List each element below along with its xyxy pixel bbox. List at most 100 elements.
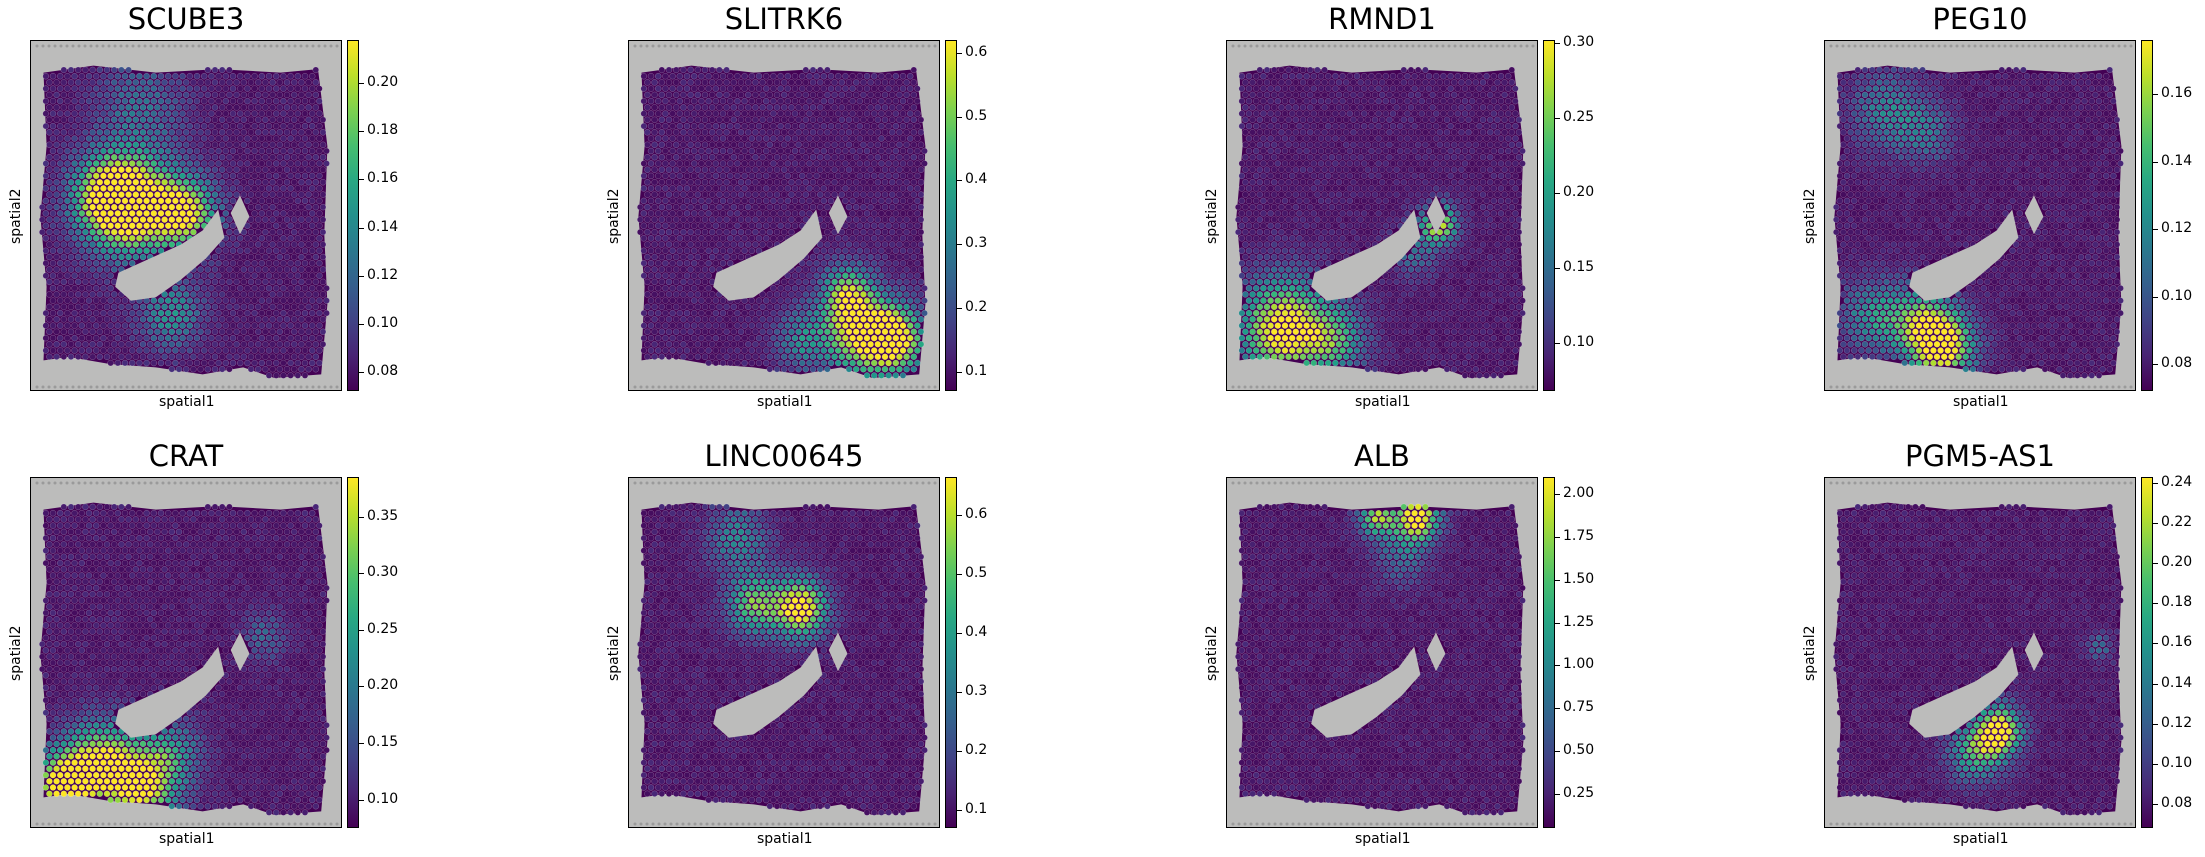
- colorbar: [347, 477, 359, 828]
- colorbar-tick-label: 2.00: [1563, 485, 1595, 502]
- colorbar-tick-label: 0.15: [367, 734, 399, 751]
- colorbar-tick-mark: [1555, 118, 1560, 119]
- colorbar-tick-mark: [957, 692, 962, 694]
- x-axis-label: spatial1: [1953, 394, 2009, 410]
- panel-title: SCUBE3: [127, 2, 245, 36]
- colorbar-tick-mark: [1555, 708, 1560, 710]
- colorbar-tick-label: 0.75: [1563, 699, 1595, 716]
- colorbar-tick-mark: [1555, 536, 1560, 538]
- colorbar-tick-label: 0.10: [1563, 334, 1595, 350]
- fiducial-dots: [1829, 481, 2133, 826]
- panel-title: SLITRK6: [724, 2, 844, 36]
- tissue-hole: [230, 195, 250, 235]
- spatial-plot: [30, 40, 342, 391]
- panel-title: LINC00645: [704, 439, 864, 473]
- colorbar-tick-label: 0.10: [367, 790, 399, 807]
- colorbar-tick-label: 0.5: [965, 565, 988, 582]
- colorbar-tick-label: 0.10: [2161, 754, 2193, 771]
- colorbar-tick-mark: [957, 308, 962, 310]
- spatial-plot: [1824, 477, 2136, 828]
- colorbar-tick-mark: [957, 810, 962, 812]
- colorbar-tick-mark: [359, 516, 364, 518]
- colorbar-tick-mark: [957, 244, 962, 246]
- colorbar-tick-label: 0.5: [965, 107, 988, 124]
- colorbar: [945, 477, 957, 828]
- tissue-image: [31, 41, 341, 390]
- colorbar-tick-label: 1.75: [1563, 527, 1595, 544]
- spatial-plot: [1226, 477, 1538, 828]
- colorbar-tick-mark: [359, 371, 364, 373]
- colorbar-tick-label: 0.12: [2161, 220, 2193, 236]
- tissue-image: [629, 41, 939, 390]
- colorbar-tick-label: 0.18: [367, 122, 399, 139]
- colorbar-tick-mark: [2153, 683, 2158, 685]
- colorbar-tick-label: 0.14: [2161, 152, 2193, 169]
- tissue-hole: [2024, 195, 2044, 235]
- colorbar-tick-mark: [1555, 579, 1560, 581]
- colorbar-tick-mark: [957, 180, 962, 182]
- colorbar-tick-mark: [2153, 763, 2158, 765]
- colorbar-tick-mark: [359, 573, 364, 575]
- colorbar-tick-label: 0.16: [2161, 85, 2193, 101]
- colorbar-tick-mark: [2153, 229, 2158, 230]
- colorbar-tick-label: 0.15: [1563, 259, 1595, 275]
- panel-title: CRAT: [148, 439, 224, 473]
- x-axis-label: spatial1: [1953, 831, 2009, 847]
- y-axis-label: spatial2: [1802, 624, 1818, 681]
- tissue-hole: [1426, 632, 1446, 672]
- panel-title: RMND1: [1328, 2, 1436, 36]
- tissue-hole: [1909, 646, 2019, 738]
- colorbar-tick-mark: [359, 227, 364, 229]
- colorbar-tick-mark: [359, 629, 364, 631]
- colorbar-tick-mark: [359, 83, 364, 85]
- colorbar-tick-mark: [2153, 483, 2158, 485]
- colorbar-tick-label: 0.08: [2161, 355, 2193, 371]
- spatial-plot: [1226, 40, 1538, 391]
- expression-spots: [1234, 66, 1526, 379]
- fiducial-dots: [1231, 481, 1535, 826]
- colorbar: [945, 40, 957, 391]
- x-axis-label: spatial1: [757, 394, 813, 410]
- spatial-plot: [30, 477, 342, 828]
- y-axis-label: spatial2: [1802, 187, 1818, 244]
- colorbar-tick-label: 0.24: [2161, 474, 2193, 491]
- colorbar-tick-mark: [957, 52, 962, 54]
- colorbar-tick-mark: [359, 275, 364, 277]
- colorbar-tick-label: 0.2: [965, 742, 988, 759]
- colorbar-tick-label: 0.25: [1563, 784, 1595, 801]
- colorbar-tick-mark: [359, 743, 364, 745]
- tissue-hole: [230, 632, 250, 672]
- spatial-plot: [628, 477, 940, 828]
- tissue-hole: [1311, 209, 1421, 301]
- colorbar-tick-mark: [957, 751, 962, 753]
- colorbar-tick-label: 0.4: [965, 171, 988, 188]
- colorbar-tick-label: 0.4: [965, 624, 988, 641]
- panel-title: ALB: [1354, 439, 1410, 473]
- y-axis-label: spatial2: [1204, 624, 1220, 681]
- colorbar-tick-label: 0.25: [367, 620, 399, 637]
- colorbar-tick-label: 1.25: [1563, 613, 1595, 630]
- colorbar-tick-label: 0.10: [367, 314, 399, 331]
- colorbar-tick-label: 1.50: [1563, 570, 1595, 587]
- colorbar-tick-label: 0.20: [1563, 184, 1595, 200]
- fiducial-dots: [633, 481, 937, 826]
- y-axis-label: spatial2: [606, 624, 622, 681]
- colorbar-tick-mark: [1555, 268, 1560, 269]
- expression-spots: [1832, 66, 2124, 379]
- colorbar-tick-label: 0.20: [367, 74, 399, 91]
- tissue-hole: [828, 195, 848, 235]
- tissue-hole: [1909, 209, 2019, 301]
- colorbar-tick-label: 0.12: [367, 266, 399, 283]
- y-axis-label: spatial2: [606, 187, 622, 244]
- tissue-hole: [115, 646, 225, 738]
- tissue-hole: [2024, 632, 2044, 672]
- colorbar-tick-label: 0.30: [367, 564, 399, 581]
- x-axis-label: spatial1: [159, 831, 215, 847]
- colorbar-tick-mark: [2153, 723, 2158, 725]
- colorbar-tick-label: 0.20: [367, 677, 399, 694]
- colorbar-tick-mark: [2153, 296, 2158, 298]
- colorbar: [347, 40, 359, 391]
- colorbar-tick-mark: [2153, 603, 2158, 605]
- tissue-image: [1825, 41, 2135, 390]
- colorbar-tick-mark: [359, 799, 364, 801]
